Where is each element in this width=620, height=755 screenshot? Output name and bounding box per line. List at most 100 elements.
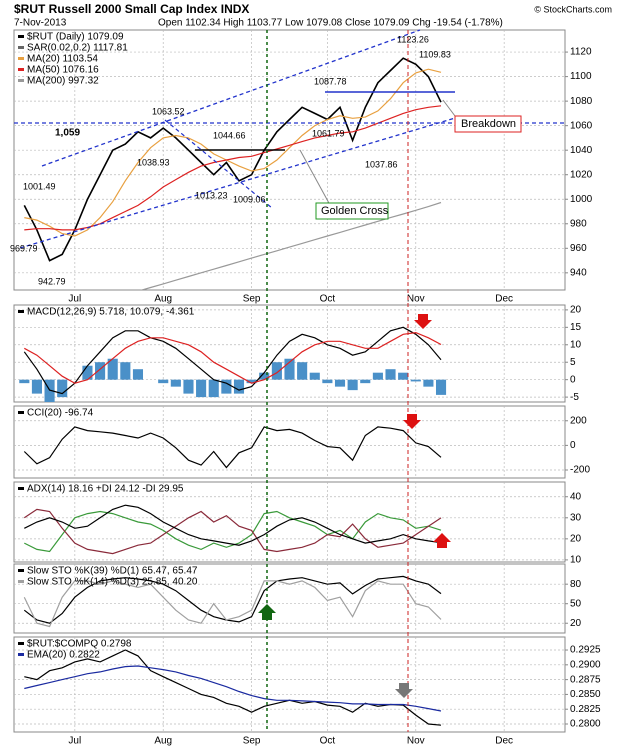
annotation: 1,059: [55, 128, 80, 139]
legend-swatch: [18, 57, 24, 60]
histogram-bar: [82, 365, 93, 380]
annotation: 1037.86: [365, 159, 398, 169]
panel: 940 960 980 1000 1020 1040 1060 1080 1100 1120 Jul…: [13, 29, 593, 305]
panel: -5 0 5 10 15 20 MACD(12,26,9) 5.718, 10.079, -…: [13, 304, 582, 403]
series-line: [23, 426, 442, 469]
histogram-bar: [44, 379, 55, 402]
histogram-bar: [19, 379, 30, 384]
histogram-bar: [322, 379, 333, 384]
x-tick-label: Dec: [495, 294, 513, 305]
histogram-bar: [271, 362, 282, 380]
annotation: 1013.23: [195, 190, 228, 200]
y-tick-label: 1080: [570, 96, 593, 107]
histogram-bar: [233, 379, 245, 394]
panel: 0.2800 0.2825 0.2850 0.2875 0.2900 0.2925 Jul A…: [13, 636, 601, 747]
x-tick-label: Nov: [407, 736, 425, 747]
y-tick-label: 940: [570, 267, 587, 278]
y-tick-label: 40: [570, 491, 582, 502]
x-tick-label: Jul: [68, 736, 81, 747]
arrow-down: [395, 683, 413, 698]
legend-entry: ADX(14) 18.16 +DI 24.12 -DI 29.95: [27, 484, 184, 495]
x-tick-label: Aug: [154, 736, 172, 747]
arrow-up: [258, 604, 276, 620]
overlay: [14, 29, 565, 732]
annotation: 1109.83: [419, 49, 451, 59]
annotation: 969.79: [10, 243, 38, 253]
histogram-bar: [183, 379, 194, 394]
series-line: [24, 331, 442, 384]
series-line: [24, 504, 442, 546]
y-tick-label: 0: [570, 440, 576, 451]
annotation: Golden Cross: [321, 205, 389, 217]
plot-area: [23, 575, 442, 628]
legend-swatch: [18, 46, 24, 49]
y-tick-label: 0.2825: [570, 704, 601, 715]
legend-swatch: [18, 653, 24, 656]
y-tick-label: -5: [570, 392, 579, 403]
series-line: [23, 326, 442, 395]
annotation: 1044.66: [213, 130, 246, 140]
histogram-bar: [221, 379, 232, 394]
callout-line: [299, 149, 331, 206]
chart-title: $RUT Russell 2000 Small Cap Index INDX: [14, 2, 249, 16]
annotation: 1063.52: [152, 106, 185, 116]
histogram-bar: [132, 369, 144, 380]
histogram-bar: [360, 379, 371, 384]
legend-entry: MA(20) 1103.54: [27, 54, 98, 65]
quote: Open 1102.34 High 1103.77 Low 1079.08 Cl…: [158, 18, 503, 29]
histogram-bar: [284, 358, 295, 380]
legend-swatch: [18, 580, 24, 583]
annotation: 1123.26: [397, 34, 429, 44]
series-line: [24, 68, 442, 237]
y-tick-label: 20: [570, 533, 582, 544]
histogram-bar: [208, 379, 219, 398]
legend-entry: $RUT (Daily) 1079.09: [27, 32, 124, 43]
arrow-up: [433, 533, 451, 548]
y-tick-label: 0: [570, 374, 576, 385]
y-tick-label: 960: [570, 243, 587, 254]
legend-swatch: [18, 79, 24, 82]
legend-swatch: [18, 642, 24, 645]
histogram-bar: [385, 369, 396, 380]
y-tick-label: 1120: [570, 47, 592, 58]
x-tick-label: Nov: [407, 294, 425, 305]
series-line: [139, 201, 442, 290]
y-tick-label: 30: [570, 512, 582, 523]
down-trend: [164, 119, 273, 209]
annotations: 1,059 1063.52 1038.93 1044.66 1013.23 1009.06…: [10, 34, 516, 286]
channel-upper: [41, 29, 421, 167]
annotation: 1087.78: [314, 76, 347, 86]
histogram-bar: [196, 379, 207, 398]
legend-entry: $RUT:$COMPQ 0.2798: [27, 639, 132, 650]
y-tick-label: 980: [570, 218, 587, 229]
panel: -200 0 200 CCI(20) -96.74: [13, 405, 590, 479]
histogram-bar: [435, 379, 447, 395]
channel-lower: [19, 117, 456, 249]
y-tick-label: -200: [570, 465, 590, 476]
series-line: [23, 580, 442, 628]
plot-area: [19, 326, 447, 402]
annotation: 942.79: [38, 276, 66, 286]
y-tick-label: 1040: [570, 145, 593, 156]
y-tick-label: 20: [570, 618, 582, 629]
series-line: [24, 665, 442, 712]
histogram-bar: [423, 379, 434, 387]
y-tick-label: 1000: [570, 194, 593, 205]
legend-entry: EMA(20) 0.2822: [27, 650, 100, 661]
legend-swatch: [18, 35, 24, 38]
y-tick-label: 0.2800: [570, 719, 601, 730]
histogram-bar: [107, 358, 118, 380]
arrow-down: [403, 414, 421, 429]
x-tick-label: Aug: [154, 294, 172, 305]
histogram-bar: [95, 362, 106, 380]
y-tick-label: 1100: [570, 71, 592, 82]
y-tick-label: 10: [570, 339, 582, 350]
callout-box: [454, 115, 522, 133]
date: 7-Nov-2013: [14, 18, 67, 29]
histogram-bar: [372, 372, 383, 380]
legend-swatch: [18, 487, 24, 490]
panel: 20 50 80 Slow STO %K(39) %D(1) 65.47, 65.47…: [13, 563, 582, 634]
y-tick-label: 0.2850: [570, 689, 601, 700]
legend-swatch: [18, 310, 24, 313]
